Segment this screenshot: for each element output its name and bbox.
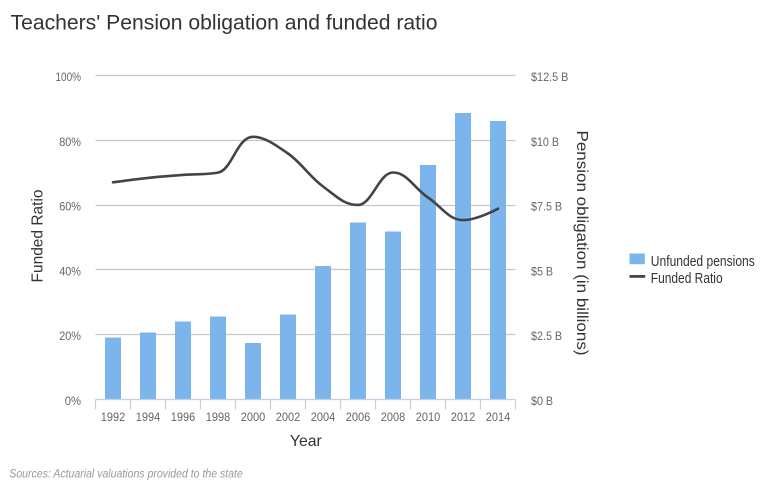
svg-text:1992: 1992 [101,410,126,424]
svg-text:1994: 1994 [136,410,161,424]
svg-text:$2.5 B: $2.5 B [531,329,562,343]
svg-text:80%: 80% [59,135,81,149]
svg-text:Funded Ratio: Funded Ratio [651,271,723,287]
svg-text:$10 B: $10 B [531,135,559,149]
svg-text:20%: 20% [59,329,81,343]
svg-text:2014: 2014 [486,410,511,424]
svg-text:Unfunded pensions: Unfunded pensions [651,254,755,270]
svg-text:Funded Ratio: Funded Ratio [30,189,47,282]
svg-text:100%: 100% [56,70,82,84]
svg-text:0%: 0% [65,394,82,408]
svg-text:$5 B: $5 B [531,264,553,278]
svg-text:2000: 2000 [241,410,266,424]
svg-text:2010: 2010 [416,410,441,424]
svg-text:2008: 2008 [381,410,406,424]
svg-text:$12.5 B: $12.5 B [531,70,568,84]
svg-text:$7.5 B: $7.5 B [531,200,562,214]
svg-text:60%: 60% [59,200,81,214]
svg-text:40%: 40% [59,264,81,278]
svg-text:Teachers' Pension obligation a: Teachers' Pension obligation and funded … [11,11,438,35]
svg-text:Year: Year [290,433,322,450]
svg-text:2004: 2004 [311,410,336,424]
svg-text:2006: 2006 [346,410,371,424]
svg-text:$0 B: $0 B [531,394,553,408]
svg-text:2012: 2012 [451,410,476,424]
svg-text:1998: 1998 [206,410,231,424]
svg-text:Pension obligation (in billion: Pension obligation (in billions) [573,131,590,356]
svg-text:2002: 2002 [276,410,301,424]
svg-text:1996: 1996 [171,410,196,424]
svg-text:Sources: Actuarial valuations: Sources: Actuarial valuations provided t… [9,466,243,480]
